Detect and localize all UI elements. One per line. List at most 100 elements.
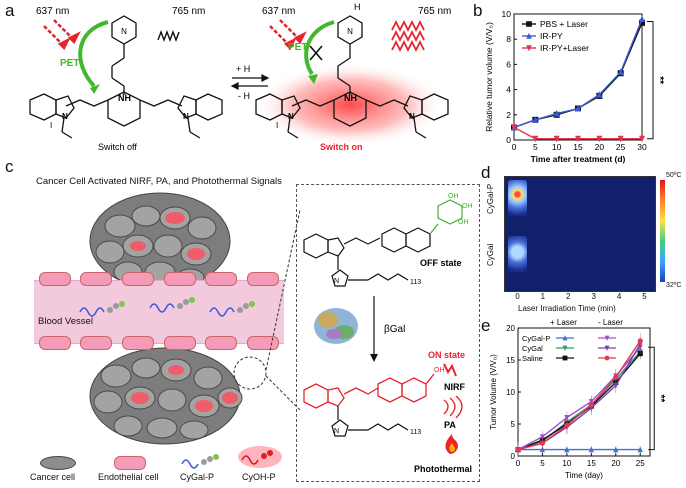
x-tick-label: 10 bbox=[562, 459, 571, 468]
data-point bbox=[617, 135, 624, 143]
legend-endothelial-cell-icon bbox=[114, 456, 146, 470]
legend-header: + Laser bbox=[550, 318, 577, 327]
svg-text:N: N bbox=[334, 428, 339, 435]
significance-stars: ** bbox=[655, 395, 666, 403]
legend-entry: IR-PY bbox=[540, 31, 563, 41]
excitation-arrows-right bbox=[269, 19, 307, 51]
svg-text:OH: OH bbox=[448, 193, 459, 200]
fluorescence-glow bbox=[255, 63, 445, 147]
label-minus-h: - H bbox=[238, 91, 250, 101]
nirf-lightning-icon bbox=[443, 363, 457, 377]
svg-text:I: I bbox=[50, 121, 52, 130]
data-point bbox=[564, 422, 570, 428]
time-tick: 5 bbox=[642, 292, 647, 301]
label-nh-right: NH bbox=[344, 93, 357, 103]
data-point bbox=[639, 19, 645, 26]
panel-label-a: a bbox=[5, 1, 15, 20]
svg-text:N: N bbox=[409, 112, 415, 121]
time-tick: 0 bbox=[515, 292, 520, 301]
y-tick-label: 5 bbox=[511, 420, 516, 429]
pa-wave-icon bbox=[443, 395, 463, 419]
data-point bbox=[532, 116, 539, 123]
x-tick-label: 15 bbox=[573, 142, 583, 152]
y-tick-label: 2 bbox=[506, 110, 511, 120]
y-axis-label: Tumor Volume (V/V₀) bbox=[489, 354, 498, 430]
label-pa: PA bbox=[444, 420, 456, 430]
label-pet-right: PET bbox=[288, 42, 307, 53]
label-pet-left: PET bbox=[60, 58, 79, 69]
panel-c: Cancer Cell Activated NIRF, PA, and Phot… bbox=[0, 160, 480, 488]
label-blood-vessel: Blood Vessel bbox=[38, 316, 93, 327]
thermal-row-cygal bbox=[508, 236, 654, 284]
significance-stars: ** bbox=[654, 76, 665, 84]
excitation-arrows-left bbox=[43, 19, 81, 51]
time-tick: 1 bbox=[540, 292, 546, 301]
svg-text:OH: OH bbox=[462, 203, 473, 210]
scale-max-label: 50ºC bbox=[666, 172, 682, 179]
temperature-scale-bar bbox=[660, 180, 665, 282]
time-tick: 4 bbox=[616, 292, 622, 301]
label-637nm-left: 637 nm bbox=[36, 6, 69, 17]
pet-arrow-left bbox=[78, 20, 109, 88]
label-nirf: NIRF bbox=[444, 382, 465, 392]
emission-squiggle-left bbox=[157, 30, 180, 42]
data-point bbox=[637, 446, 643, 453]
y-tick-label: 20 bbox=[506, 324, 515, 333]
data-point bbox=[575, 105, 581, 112]
equilibrium-arrows bbox=[230, 74, 270, 90]
svg-text:I: I bbox=[276, 121, 278, 130]
data-point bbox=[604, 335, 610, 341]
panel-label-d: d bbox=[481, 163, 491, 182]
svg-text:OH: OH bbox=[434, 367, 445, 374]
panel-b-chart: 0 5 10 15 20 25 30 0 2 4 6 8 10 Time after treatment … bbox=[484, 9, 665, 164]
x-tick-label: 20 bbox=[595, 142, 605, 152]
svg-text:N: N bbox=[183, 112, 189, 121]
panel-label-b: b bbox=[473, 1, 483, 20]
label-beta-gal: βGal bbox=[384, 324, 405, 335]
x-axis-label: Time after treatment (d) bbox=[531, 154, 626, 164]
x-axis-label: Time (day) bbox=[565, 471, 603, 480]
label-hplus: H bbox=[354, 2, 361, 12]
mechanism-inset: OH OH OH N 113 OFF state βGal OH bbox=[303, 193, 473, 474]
legend-entry: CyGal-P bbox=[522, 334, 550, 343]
data-point bbox=[596, 91, 603, 98]
y-tick-label: 4 bbox=[506, 85, 511, 95]
legend-cygal-p-icon bbox=[181, 454, 219, 469]
label-plus-h: + H bbox=[236, 64, 250, 74]
y-tick-label: 8 bbox=[506, 34, 511, 44]
data-point bbox=[562, 345, 568, 351]
row-label-cygal-p: CyGal-P bbox=[486, 183, 495, 214]
subscript-113-on: 113 bbox=[410, 429, 421, 436]
series-line bbox=[517, 340, 641, 451]
endothelial-row-bottom bbox=[34, 336, 284, 350]
svg-text:N: N bbox=[288, 112, 294, 121]
x-tick-label: 20 bbox=[611, 459, 620, 468]
legend-label-cancer-cell: Cancer cell bbox=[30, 472, 76, 482]
probe-molecules-in-vessel bbox=[79, 297, 255, 317]
data-point bbox=[526, 32, 532, 39]
subscript-113-off: 113 bbox=[410, 279, 421, 286]
legend-cancer-cell-icon bbox=[40, 456, 76, 470]
time-tick: 3 bbox=[591, 292, 596, 301]
panel-a: NH N N I N Switch off 637 nm 765 nm PET … bbox=[0, 0, 470, 160]
panel-e-chart: 0 5 10 15 20 25 0 5 10 15 20 Time (day) Tumor Volume… bbox=[489, 318, 666, 480]
significance-bracket bbox=[648, 346, 655, 451]
molecule-switch-on bbox=[255, 15, 449, 139]
svg-text:N: N bbox=[62, 112, 68, 121]
y-axis-label: Relative tumor volume (V/V₀) bbox=[484, 22, 494, 132]
legend-entry: Saline bbox=[522, 354, 543, 363]
data-point bbox=[526, 21, 532, 27]
data-point bbox=[562, 335, 568, 341]
data-point bbox=[588, 402, 594, 408]
data-point bbox=[637, 338, 643, 344]
svg-text:N: N bbox=[334, 278, 339, 285]
x-tick-label: 0 bbox=[516, 459, 521, 468]
pet-arrow-right bbox=[304, 20, 335, 76]
x-tick-label: 10 bbox=[552, 142, 562, 152]
panel-c-title: Cancer Cell Activated NIRF, PA, and Phot… bbox=[36, 176, 282, 187]
photothermal-flame-icon bbox=[445, 434, 458, 454]
data-point bbox=[613, 446, 619, 453]
x-tick-label: 5 bbox=[533, 142, 538, 152]
data-point bbox=[637, 351, 643, 357]
data-point bbox=[613, 383, 619, 389]
